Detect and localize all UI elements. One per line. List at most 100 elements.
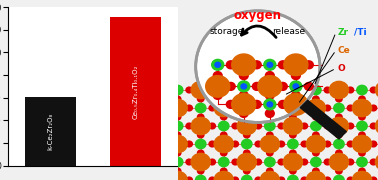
- Circle shape: [232, 159, 239, 165]
- Circle shape: [255, 105, 262, 111]
- Circle shape: [347, 123, 354, 129]
- Circle shape: [311, 121, 321, 131]
- Circle shape: [214, 135, 233, 153]
- Circle shape: [215, 62, 220, 67]
- Circle shape: [283, 117, 302, 135]
- Circle shape: [255, 123, 262, 129]
- Circle shape: [175, 96, 181, 102]
- Circle shape: [311, 85, 321, 95]
- Circle shape: [220, 114, 227, 120]
- Circle shape: [253, 100, 261, 108]
- Circle shape: [213, 91, 222, 99]
- Circle shape: [191, 153, 210, 171]
- Circle shape: [290, 150, 296, 156]
- Circle shape: [264, 99, 276, 110]
- Circle shape: [347, 141, 354, 147]
- Circle shape: [288, 139, 298, 149]
- Circle shape: [218, 85, 229, 95]
- Circle shape: [218, 157, 229, 167]
- Circle shape: [313, 150, 319, 156]
- Circle shape: [290, 96, 296, 102]
- Circle shape: [239, 91, 248, 99]
- Text: oxygen: oxygen: [234, 9, 282, 22]
- Circle shape: [329, 117, 349, 135]
- Circle shape: [195, 103, 206, 113]
- Circle shape: [260, 171, 279, 180]
- Circle shape: [357, 157, 367, 167]
- Circle shape: [352, 171, 372, 180]
- Circle shape: [243, 96, 250, 102]
- Circle shape: [232, 94, 256, 115]
- Circle shape: [278, 123, 285, 129]
- Circle shape: [186, 87, 192, 93]
- Circle shape: [232, 141, 239, 147]
- Circle shape: [175, 114, 181, 120]
- Circle shape: [265, 72, 274, 80]
- Circle shape: [243, 114, 250, 120]
- Circle shape: [278, 159, 285, 165]
- Circle shape: [313, 132, 319, 138]
- Circle shape: [258, 76, 282, 97]
- Circle shape: [172, 157, 183, 167]
- Circle shape: [265, 109, 274, 117]
- Circle shape: [313, 114, 319, 120]
- Circle shape: [265, 121, 275, 131]
- Circle shape: [260, 99, 279, 117]
- Circle shape: [255, 141, 262, 147]
- Circle shape: [290, 168, 296, 174]
- Circle shape: [324, 87, 331, 93]
- Circle shape: [290, 81, 302, 92]
- Circle shape: [293, 84, 299, 89]
- Circle shape: [329, 153, 349, 171]
- Circle shape: [334, 103, 344, 113]
- Circle shape: [370, 105, 377, 111]
- Circle shape: [197, 150, 204, 156]
- Circle shape: [232, 123, 239, 129]
- Circle shape: [191, 81, 210, 99]
- Circle shape: [209, 159, 215, 165]
- Circle shape: [306, 135, 325, 153]
- Circle shape: [278, 177, 285, 180]
- Circle shape: [186, 105, 192, 111]
- Circle shape: [232, 87, 239, 93]
- Circle shape: [304, 82, 313, 90]
- Circle shape: [336, 114, 342, 120]
- Circle shape: [226, 100, 235, 108]
- Circle shape: [186, 141, 192, 147]
- Circle shape: [347, 105, 354, 111]
- Circle shape: [283, 81, 302, 99]
- Circle shape: [301, 141, 308, 147]
- Circle shape: [291, 91, 300, 99]
- Circle shape: [284, 94, 308, 115]
- Circle shape: [243, 132, 250, 138]
- Circle shape: [370, 141, 377, 147]
- Circle shape: [209, 141, 215, 147]
- Circle shape: [324, 177, 331, 180]
- Circle shape: [291, 72, 300, 80]
- Circle shape: [242, 139, 252, 149]
- Circle shape: [336, 96, 342, 102]
- Circle shape: [175, 168, 181, 174]
- Circle shape: [336, 168, 342, 174]
- Circle shape: [214, 99, 233, 117]
- Circle shape: [239, 72, 248, 80]
- Circle shape: [265, 157, 275, 167]
- Circle shape: [195, 139, 206, 149]
- Circle shape: [209, 105, 215, 111]
- Circle shape: [175, 150, 181, 156]
- Circle shape: [168, 135, 187, 153]
- Bar: [25, 97, 76, 166]
- Circle shape: [266, 114, 273, 120]
- Circle shape: [290, 132, 296, 138]
- Circle shape: [220, 168, 227, 174]
- Text: /Ti: /Ti: [354, 28, 367, 37]
- Circle shape: [226, 82, 235, 90]
- Circle shape: [168, 99, 187, 117]
- Circle shape: [255, 177, 262, 180]
- Circle shape: [253, 61, 261, 69]
- Circle shape: [238, 81, 250, 92]
- Bar: [110, 17, 161, 166]
- Text: Ce: Ce: [338, 46, 351, 55]
- Circle shape: [288, 175, 298, 180]
- Circle shape: [237, 153, 256, 171]
